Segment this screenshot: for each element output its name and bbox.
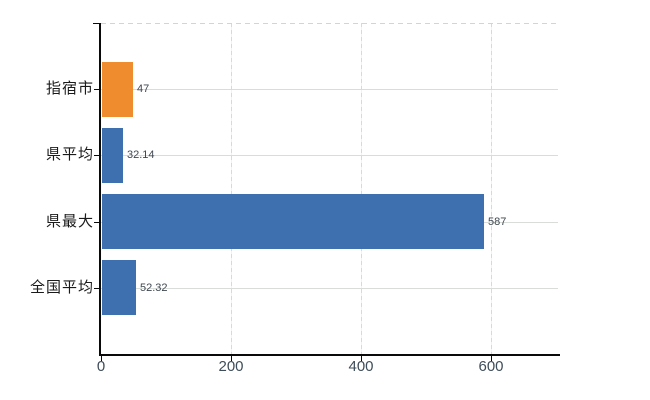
y-axis-end-tick-mark xyxy=(93,23,100,24)
x-axis-line xyxy=(99,354,560,356)
bar-value-label: 32.14 xyxy=(127,149,155,161)
bar-value-label: 47 xyxy=(137,83,150,95)
x-axis-tick-mark xyxy=(361,356,362,361)
bar-指宿市 xyxy=(102,62,133,117)
gridline-horizontal xyxy=(101,155,558,156)
bar-県最大 xyxy=(102,194,484,249)
plot-area xyxy=(101,23,558,354)
x-tick-label: 0 xyxy=(96,358,106,375)
gridline-vertical xyxy=(361,23,362,354)
y-axis-tick-mark xyxy=(94,288,101,289)
bar-value-label: 52.32 xyxy=(140,282,168,294)
gridline-vertical xyxy=(231,23,232,354)
gridline-horizontal xyxy=(101,89,558,90)
x-tick-label: 600 xyxy=(478,358,504,375)
x-axis-tick-mark xyxy=(231,356,232,361)
x-tick-label: 400 xyxy=(348,358,374,375)
x-tick-label: 200 xyxy=(218,358,244,375)
gridline-vertical xyxy=(491,23,492,354)
category-label-県平均: 県平均 xyxy=(45,146,94,163)
y-axis-tick-mark xyxy=(94,155,101,156)
bar-value-label: 587 xyxy=(488,216,507,228)
x-axis-tick-mark xyxy=(491,356,492,361)
y-axis-tick-mark xyxy=(94,222,101,223)
bar-全国平均 xyxy=(102,260,136,315)
category-label-県最大: 県最大 xyxy=(45,213,94,230)
category-label-全国平均: 全国平均 xyxy=(29,279,94,296)
x-axis-tick-mark xyxy=(101,356,102,361)
plot-top-border xyxy=(101,23,558,24)
y-axis-tick-mark xyxy=(94,89,101,90)
gridline-horizontal xyxy=(101,288,558,289)
y-axis-line xyxy=(99,23,101,356)
bar-県平均 xyxy=(102,128,123,183)
category-label-指宿市: 指宿市 xyxy=(45,80,94,97)
